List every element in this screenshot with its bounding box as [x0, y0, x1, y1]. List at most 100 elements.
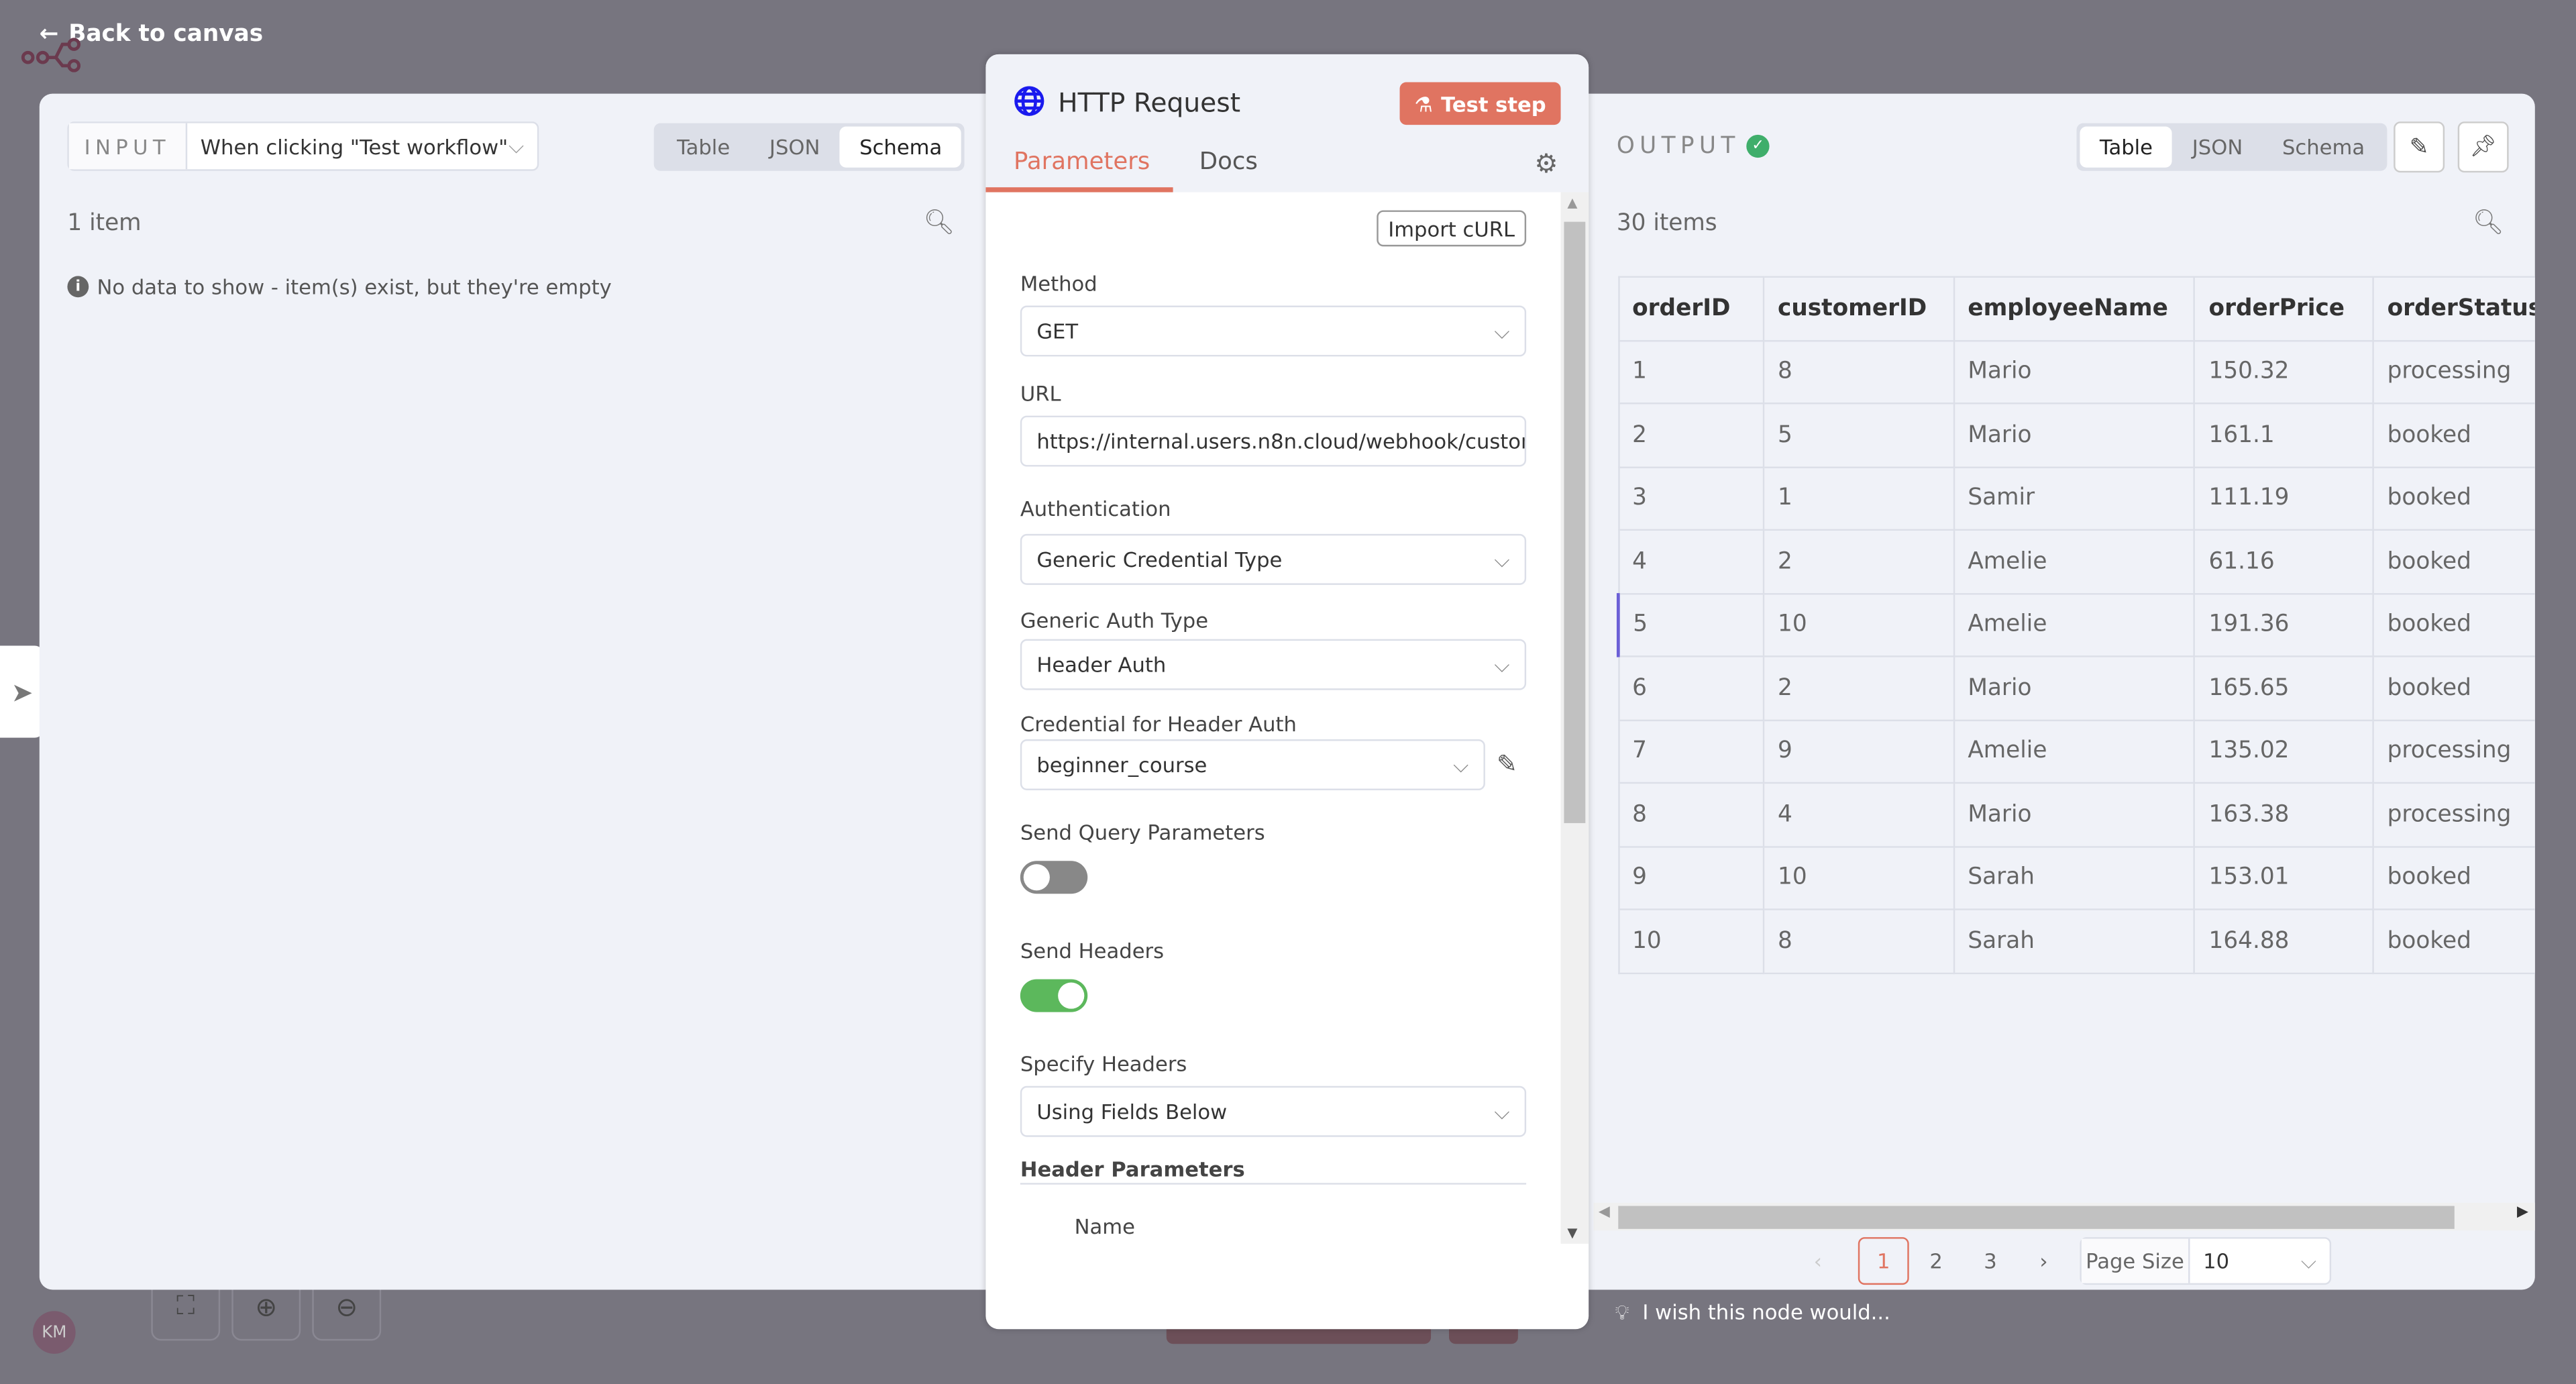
zoom-in-icon: ⊕	[255, 1290, 278, 1322]
table-cell: Amelie	[1953, 529, 2196, 594]
node-settings-card: HTTP Request ⚗ Test step Parameters Docs …	[985, 54, 1589, 1330]
table-cell: 161.1	[2194, 403, 2375, 468]
send-query-toggle[interactable]	[1020, 861, 1088, 894]
generic-auth-type-label: Generic Auth Type	[1020, 608, 1209, 633]
empty-message: i No data to show - item(s) exist, but th…	[67, 274, 612, 299]
input-source-select[interactable]: INPUT When clicking "Test workflow" ⌵	[67, 121, 539, 171]
settings-gear-icon[interactable]: ⚙	[1534, 148, 1558, 179]
table-cell: booked	[2372, 845, 2535, 910]
table-cell: 8	[1763, 908, 1955, 974]
horizontal-scrollbar[interactable]: ◀ ▶	[1593, 1202, 2535, 1231]
table-row[interactable]: 7 9 Amelie 135.02 processing	[1617, 718, 2535, 784]
node-title: HTTP Request	[1058, 87, 1241, 119]
output-label: OUTPUT ✓	[1617, 133, 1770, 160]
table-cell: booked	[2372, 908, 2535, 974]
table-cell: 6	[1617, 655, 1765, 721]
input-panel	[39, 93, 1009, 1290]
chevron-down-icon: ⌵	[1494, 1098, 1510, 1123]
page-3-button[interactable]: 3	[1984, 1248, 1997, 1273]
success-check-icon: ✓	[1746, 134, 1770, 158]
avatar[interactable]: KM	[32, 1311, 76, 1354]
table-row[interactable]: 2 5 Mario 161.1 booked	[1617, 403, 2535, 468]
next-page-button[interactable]: ›	[2039, 1248, 2048, 1273]
table-cell: 2	[1617, 403, 1765, 468]
table-cell: 9	[1617, 845, 1765, 910]
output-search-icon[interactable]: 🔍︎	[2472, 207, 2504, 237]
pin-output-button[interactable]: 📌︎	[2457, 121, 2509, 173]
url-input[interactable]: https://internal.users.n8n.cloud/webhook…	[1020, 415, 1527, 467]
edit-output-button[interactable]: ✎	[2394, 121, 2445, 173]
table-cell: 3	[1617, 466, 1765, 531]
table-row[interactable]: 1 8 Mario 150.32 processing	[1617, 339, 2535, 405]
arrow-left-icon: ←	[39, 21, 59, 48]
tab-docs[interactable]: Docs	[1199, 149, 1258, 176]
tab-parameters[interactable]: Parameters	[985, 150, 1173, 193]
side-handle[interactable]: ➤	[0, 645, 45, 738]
chevron-down-icon: ⌵	[2300, 1248, 2317, 1273]
column-header: employeeName	[1953, 276, 2196, 341]
authentication-label: Authentication	[1020, 496, 1171, 521]
output-view-toggle: Table JSON Schema	[2076, 123, 2388, 171]
table-cell: 10	[1617, 908, 1765, 974]
page-1-button[interactable]: 1	[1858, 1237, 1909, 1285]
table-cell: Amelie	[1953, 718, 2196, 784]
test-step-button[interactable]: ⚗ Test step	[1399, 82, 1561, 125]
send-headers-toggle[interactable]	[1020, 979, 1088, 1012]
table-cell: Mario	[1953, 782, 2196, 847]
table-cell: 9	[1763, 718, 1955, 784]
table-cell: 150.32	[2194, 339, 2375, 405]
output-item-count: 30 items	[1616, 210, 1717, 237]
generic-auth-type-select[interactable]: Header Auth ⌵	[1020, 639, 1527, 690]
table-cell: 10	[1763, 845, 1955, 910]
input-tab-json[interactable]: JSON	[769, 134, 820, 160]
pin-icon: 📌︎	[2469, 134, 2497, 160]
table-row[interactable]: 6 2 Mario 165.65 booked	[1617, 655, 2535, 721]
table-row[interactable]: 10 8 Sarah 164.88 booked	[1617, 908, 2535, 974]
table-cell: 1	[1617, 339, 1765, 405]
back-to-canvas-button[interactable]: ← Back to canvas	[39, 21, 264, 48]
table-cell: 135.02	[2194, 718, 2375, 784]
edit-credential-icon[interactable]: ✎	[1497, 749, 1517, 779]
table-row[interactable]: 4 2 Amelie 61.16 booked	[1617, 529, 2535, 594]
table-cell: Sarah	[1953, 908, 2196, 974]
import-curl-button[interactable]: Import cURL	[1377, 210, 1527, 247]
zoom-in-button[interactable]: ⊕	[231, 1271, 301, 1341]
zoom-out-icon: ⊖	[335, 1290, 358, 1322]
table-cell: booked	[2372, 592, 2535, 657]
method-select[interactable]: GET ⌵	[1020, 305, 1527, 357]
table-cell: Mario	[1953, 655, 2196, 721]
table-cell: 1	[1763, 466, 1955, 531]
header-name-label: Name	[1074, 1214, 1135, 1239]
table-row[interactable]: 9 10 Sarah 153.01 booked	[1617, 845, 2535, 910]
chevron-down-icon: ⌵	[1453, 751, 1469, 777]
table-row[interactable]: 8 4 Mario 163.38 processing	[1617, 782, 2535, 847]
table-cell: 164.88	[2194, 908, 2375, 974]
table-cell: 8	[1617, 782, 1765, 847]
input-tab-schema[interactable]: Schema	[839, 126, 962, 168]
table-cell: processing	[2372, 718, 2535, 784]
table-cell: processing	[2372, 339, 2535, 405]
table-cell: 165.65	[2194, 655, 2375, 721]
column-header: orderID	[1617, 276, 1765, 341]
page-2-button[interactable]: 2	[1929, 1248, 1943, 1273]
table-cell: booked	[2372, 529, 2535, 594]
globe-icon	[1014, 86, 1044, 116]
output-tab-table[interactable]: Table	[2080, 126, 2173, 168]
table-row[interactable]: 3 1 Samir 111.19 booked	[1617, 466, 2535, 531]
table-cell: 191.36	[2194, 592, 2375, 657]
input-tab-table[interactable]: Table	[676, 134, 731, 160]
page-size-select[interactable]: Page Size 10 ⌵	[2080, 1237, 2332, 1285]
credential-select[interactable]: beginner_course ⌵	[1020, 739, 1485, 790]
parameters-scrollbar[interactable]: ▲ ▼	[1560, 192, 1589, 1244]
table-row[interactable]: 5 10 Amelie 191.36 booked	[1616, 592, 2535, 657]
output-tab-json[interactable]: JSON	[2192, 134, 2243, 160]
authentication-select[interactable]: Generic Credential Type ⌵	[1020, 533, 1527, 585]
table-cell: 8	[1763, 339, 1955, 405]
table-cell: 5	[1616, 592, 1765, 657]
input-search-icon[interactable]: 🔍︎	[923, 207, 955, 237]
prev-page-button[interactable]: ‹	[1813, 1248, 1822, 1273]
specify-headers-select[interactable]: Using Fields Below ⌵	[1020, 1085, 1527, 1137]
table-cell: 5	[1763, 403, 1955, 468]
output-tab-schema[interactable]: Schema	[2282, 134, 2365, 160]
feedback-link[interactable]: 💡︎ I wish this node would...	[1615, 1299, 1890, 1326]
